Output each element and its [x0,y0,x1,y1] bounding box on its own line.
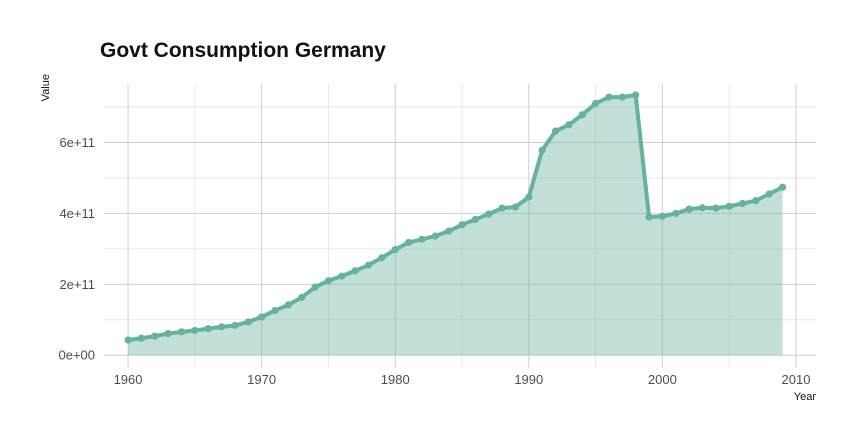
data-point [244,318,252,326]
x-tick-label: 1970 [247,372,276,387]
data-point [725,202,733,210]
data-point [404,238,413,247]
data-point [591,99,600,108]
data-point [124,336,132,344]
data-point [418,235,426,243]
data-point [565,121,573,129]
data-point [712,204,720,212]
area-fill [128,94,783,356]
data-point [738,199,747,208]
data-point [765,190,773,198]
x-axis-title: Year [794,391,817,403]
data-point [632,91,640,99]
y-tick-label: 4e+11 [59,206,95,221]
data-point [391,245,399,254]
x-tick-labels: 1960 1970 1980 1990 2000 2010 [114,372,811,387]
data-point [752,197,760,205]
data-point [191,326,199,335]
data-point [498,204,506,212]
y-tick-label: 2e+11 [59,277,95,292]
data-point [231,321,239,330]
data-point [445,227,453,235]
data-point [177,328,186,336]
data-point [298,293,306,302]
area-layer [128,94,783,356]
data-point [364,261,373,269]
data-point [685,205,693,213]
data-point [137,334,146,342]
points-layer [124,91,787,344]
data-point [258,313,266,321]
data-point [338,272,346,280]
x-tick-label: 2010 [782,372,811,387]
data-point [511,203,520,211]
data-point [618,93,626,101]
major-gridlines [104,84,816,368]
x-tick-label: 1960 [114,372,143,387]
data-point [284,301,292,309]
data-point [698,204,707,212]
data-point [271,306,279,315]
data-point [217,323,226,331]
data-point [672,209,680,218]
x-tick-label: 2000 [648,372,677,387]
y-tick-label: 0e+00 [58,348,95,363]
chart-title: Govt Consumption Germany [100,39,386,62]
data-point [471,215,479,224]
data-point [578,111,586,119]
x-tick-label: 1980 [381,372,410,387]
data-point [164,330,172,338]
data-point [311,283,319,291]
data-point [645,213,653,221]
data-point [779,183,787,191]
x-tick-label: 1990 [514,372,543,387]
y-tick-label: 6e+11 [59,135,95,150]
data-point [378,254,386,262]
data-point [605,93,613,101]
minor-gridlines [104,84,816,368]
data-point [551,127,560,135]
data-point [485,210,493,218]
data-point [151,332,159,340]
data-point [204,325,212,333]
data-point [525,193,533,201]
data-point [658,212,666,220]
data-point [351,267,359,275]
data-point [324,277,333,285]
y-axis-title: Value [40,74,52,101]
data-point [431,232,439,240]
y-tick-labels: 0e+00 2e+11 4e+11 6e+11 [58,135,95,363]
data-point [458,221,466,229]
data-point [538,146,546,154]
